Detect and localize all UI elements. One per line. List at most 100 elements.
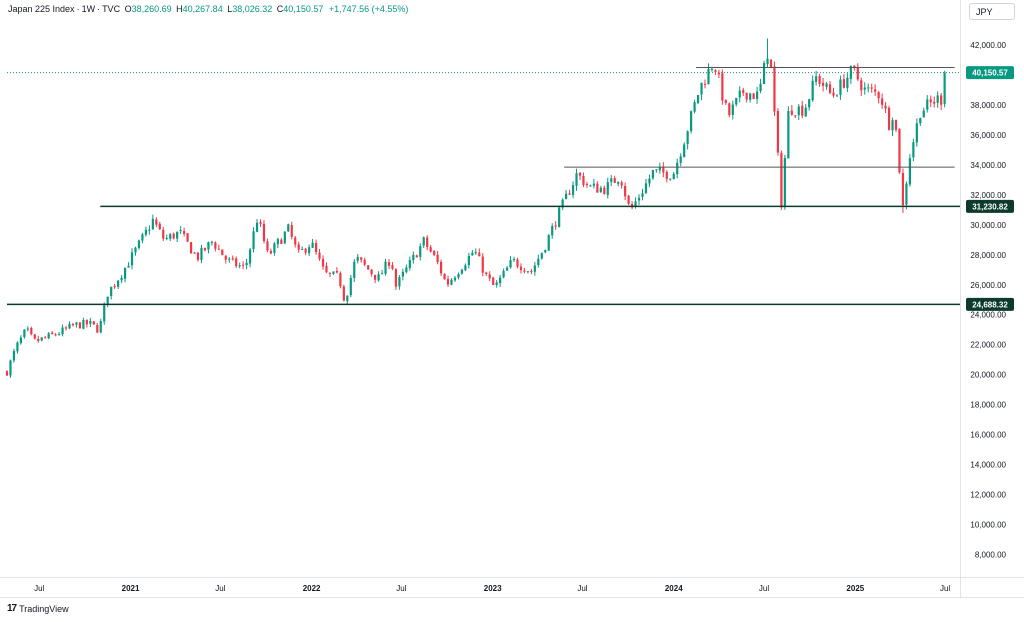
interval-label[interactable]: 1W <box>81 4 96 14</box>
candle <box>273 242 276 256</box>
candle-body <box>881 98 884 105</box>
candle-body <box>78 322 82 329</box>
candle <box>509 256 512 269</box>
candle-body <box>252 231 255 249</box>
candle <box>214 241 217 252</box>
candle <box>71 322 75 327</box>
candle <box>592 178 595 189</box>
candle-body <box>603 187 606 195</box>
candle-body <box>137 240 141 248</box>
candle-body <box>651 169 655 179</box>
candle-body <box>429 247 432 252</box>
candle <box>304 247 307 256</box>
candle <box>203 247 207 252</box>
candle <box>89 317 92 327</box>
candle <box>207 241 210 254</box>
candle <box>603 185 606 195</box>
candle-body <box>620 182 623 186</box>
candle-body <box>262 223 266 242</box>
candle-body <box>144 229 148 235</box>
candle <box>856 63 859 81</box>
candle-body <box>540 252 543 259</box>
candle-body <box>936 95 939 103</box>
candle <box>811 75 814 102</box>
candle-body <box>283 231 286 244</box>
candle <box>672 171 675 180</box>
candle-body <box>780 152 783 208</box>
candle-body <box>207 242 210 250</box>
candle <box>235 256 238 269</box>
candle-body <box>811 80 814 101</box>
candle-body <box>179 230 182 232</box>
candle <box>537 254 540 268</box>
candle <box>912 138 915 162</box>
candle-body <box>37 338 40 341</box>
candle-body <box>724 100 727 103</box>
candle-body <box>665 172 668 179</box>
candle-body <box>408 260 411 269</box>
candle-body <box>238 265 241 267</box>
last-price-tag: 40,150.57 <box>972 69 1008 78</box>
candle <box>905 181 908 210</box>
candle <box>901 168 905 213</box>
candle <box>148 225 151 235</box>
candle <box>308 244 311 256</box>
candle <box>780 150 783 210</box>
candle <box>380 270 384 275</box>
candle <box>408 256 411 271</box>
currency-button[interactable]: JPY <box>969 3 1015 20</box>
candle <box>349 274 352 298</box>
candle <box>842 74 846 89</box>
brand-name: TradingView <box>19 603 69 614</box>
candle-body <box>245 262 248 266</box>
candle <box>596 181 599 193</box>
candle-body <box>422 237 425 246</box>
candle <box>127 262 130 268</box>
candle <box>561 198 564 211</box>
candle <box>464 263 467 272</box>
candle-body <box>821 82 825 86</box>
candle-body <box>575 173 578 186</box>
candle <box>106 296 109 308</box>
candle <box>117 279 120 289</box>
tradingview-logo-icon: 17 <box>7 603 17 614</box>
candle <box>700 82 703 101</box>
open-value: 38,260.69 <box>131 4 172 14</box>
candle <box>96 322 99 334</box>
candle-body <box>700 82 703 95</box>
candle <box>453 275 457 282</box>
candle <box>255 219 259 233</box>
tradingview-brand[interactable]: 17 TradingView <box>7 603 69 614</box>
price-tick-label: 12,000.00 <box>970 491 1006 500</box>
candle <box>196 251 200 262</box>
candle-body <box>248 249 252 264</box>
candle-body <box>891 120 894 131</box>
symbol-name[interactable]: Japan 225 Index <box>8 4 75 14</box>
candle-body <box>832 92 835 96</box>
candle-body <box>797 106 800 116</box>
candle <box>502 268 505 279</box>
candle <box>773 61 776 117</box>
candle-body <box>148 229 151 231</box>
candle <box>933 96 936 108</box>
candle-body <box>856 67 859 80</box>
candle <box>189 241 193 254</box>
candle <box>943 70 946 108</box>
candle <box>262 220 266 244</box>
price-tick-label: 14,000.00 <box>970 461 1006 470</box>
candle-body <box>19 337 22 344</box>
candle-body <box>356 256 359 261</box>
candle-body <box>537 258 540 265</box>
candle <box>301 246 304 250</box>
candle-body <box>30 327 33 335</box>
candle-body <box>363 259 366 265</box>
candle-body <box>561 199 564 208</box>
price-tick-label: 20,000.00 <box>970 371 1006 380</box>
candle <box>23 329 26 339</box>
candle-body <box>353 261 356 279</box>
candle <box>318 248 321 261</box>
candle-body <box>71 324 75 326</box>
candle <box>398 275 401 290</box>
